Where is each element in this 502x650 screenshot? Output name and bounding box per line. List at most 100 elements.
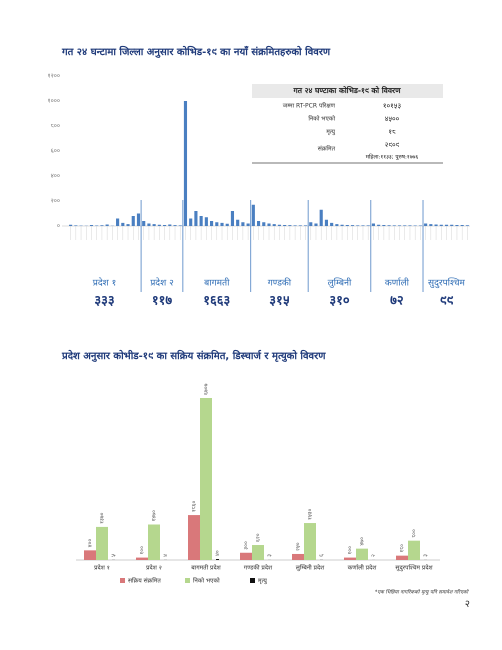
bar [434,224,438,226]
y-tick-label: ८०० [51,123,60,130]
footnote: *एक भिन्निया नागरिकको मृत्यु पनि समावेश … [375,589,470,596]
bar [335,224,339,226]
bar [189,218,193,226]
y-tick-label: २०० [51,198,60,205]
x-tick-label: कर्णाली प्रदेश [348,564,378,572]
data-label: ६२० [256,533,262,542]
data-label: ३०० [244,541,250,550]
legend-swatch [250,578,255,583]
bar [215,222,219,226]
bar [148,524,160,560]
bar [429,224,433,226]
bar [147,223,151,226]
bar [136,213,141,226]
bar [84,550,96,560]
province-label: सुदुरपश्चिम [428,277,466,289]
bar [225,223,229,226]
bar [344,557,356,560]
bar [178,225,182,226]
bar [210,221,214,226]
bar [96,526,108,560]
bar [387,225,391,226]
y-tick-label: ६०० [51,148,60,155]
x-tick-label: प्रदेश १ [94,564,110,572]
page-number: २ [465,599,470,610]
data-label: ४० [215,550,221,556]
summary-value: १८ [388,128,396,136]
bar [377,224,381,226]
y-tick-label: १००० [48,98,60,105]
province-label: गण्डकी [268,277,292,289]
bar [262,222,266,226]
bar [424,223,428,226]
inset-header [252,84,443,98]
province-total: ७२ [390,294,404,309]
province-label: बागमती [204,277,230,289]
bar [277,224,282,226]
bar [105,224,109,226]
x-tick-label: बागमती प्रदेश [191,564,221,572]
bar [345,225,349,226]
bar [403,225,407,226]
bar [314,223,318,226]
bar [142,221,146,226]
top-chart-title: गत २४ घन्टामा जिल्ला अनुसार कोभिड-१९ का … [61,45,331,58]
bar [455,225,459,226]
x-tick-label: लुम्बिनी प्रदेश [296,564,325,572]
bar [251,204,255,226]
province-total: ३३३ [94,294,115,309]
province-label: कर्णाली [385,277,410,289]
legend-label: सक्रिय संक्रमित [128,577,161,585]
province-total: १६६३ [203,294,230,309]
bar [95,225,99,226]
bar [136,557,148,560]
summary-label: निको भएको [308,115,335,123]
bottom-chart-title: प्रदेश अनुसार कोभीड-१९ का सक्रिय संक्रमि… [61,349,326,362]
bar [444,224,449,226]
bar [116,218,120,226]
province-total: ९९ [440,294,454,309]
bar [397,225,402,226]
data-label: ५ [111,554,117,557]
province-total: ३१० [329,294,350,309]
y-tick-label: ० [57,223,60,230]
legend-label: निको भएको [193,577,220,585]
bar [288,225,292,226]
bar [241,222,245,226]
bar [220,222,224,226]
bar [272,224,276,226]
bar [168,224,172,226]
bar [246,223,250,226]
bar [303,225,308,226]
bar [69,224,73,226]
bar [292,553,304,560]
x-tick-label: प्रदेश २ [146,564,162,572]
x-tick-label: गण्डकी प्रदेश [244,564,273,572]
x-tick-label: सुदुरपश्चिम प्रदेश [395,564,433,572]
bar [126,224,130,226]
y-tick-label: १२०० [48,73,60,80]
bar [356,548,368,560]
data-label: १३७० [100,512,106,524]
bar [361,225,365,226]
bar [465,225,469,226]
legend-label: मृत्यु [258,578,268,585]
bar [200,398,212,560]
bar [330,222,334,226]
bar [252,545,264,560]
data-label: ६ [319,554,325,557]
bar [89,225,94,226]
legend-swatch [120,578,125,583]
bar [396,555,408,560]
bar [183,101,188,226]
bar [199,216,203,226]
province-label: लुम्बिनी [328,277,352,289]
bar [298,225,302,226]
bar [324,219,328,226]
summary-value: ४५०० [385,115,400,123]
data-label: १८६० [192,500,198,512]
data-label: ४७० [360,537,366,546]
province-label: प्रदेश १ [93,277,117,289]
bar [371,223,375,226]
